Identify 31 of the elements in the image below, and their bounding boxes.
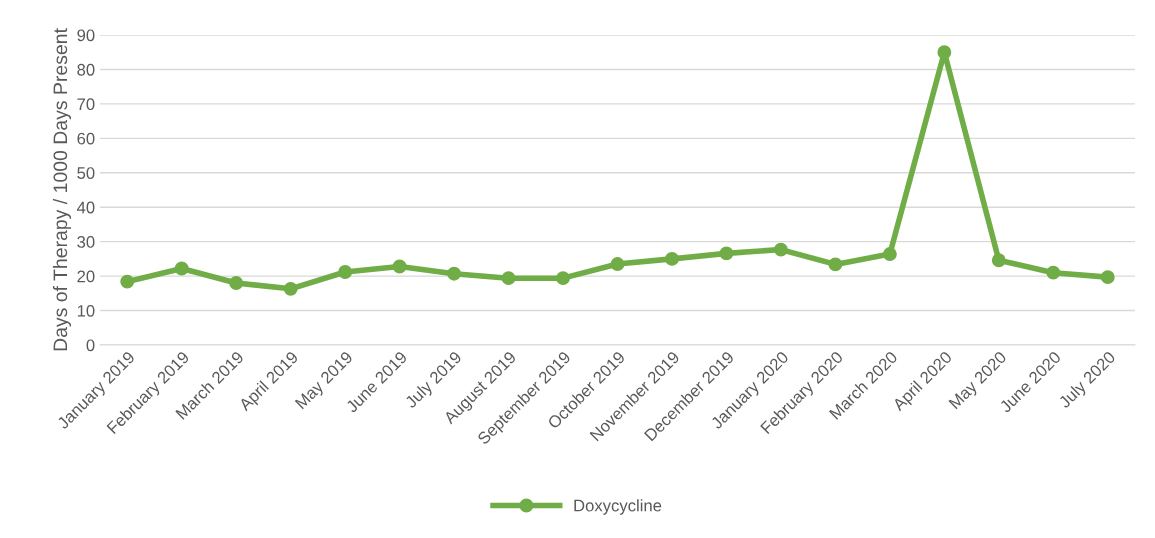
point (392, 259, 407, 274)
point (229, 276, 244, 290)
y-tick-label: 30 (77, 236, 95, 248)
y-axis-title: Days of Therapy / 1000 Days Present (52, 28, 72, 351)
point (501, 271, 516, 286)
point (991, 253, 1006, 268)
point (556, 271, 570, 286)
point (447, 266, 462, 281)
y-tick-label: 20 (77, 270, 95, 283)
y-tick-label: 90 (77, 29, 95, 42)
point (665, 251, 679, 266)
point (773, 242, 788, 257)
point (174, 261, 189, 276)
y-tick-label: 0 (86, 339, 95, 352)
y-tick-label: 60 (77, 132, 95, 145)
point (283, 281, 298, 296)
point (1100, 270, 1115, 285)
point (120, 274, 135, 289)
point (719, 246, 734, 261)
point (338, 265, 353, 279)
point (1046, 265, 1061, 280)
y-tick-label: 70 (77, 98, 95, 111)
point (937, 45, 952, 60)
y-tick-label: 10 (77, 304, 95, 317)
y-tick-label: 80 (77, 63, 95, 76)
legend-label: Doxycycline (574, 499, 662, 515)
point (882, 247, 897, 262)
point (828, 257, 843, 272)
y-tick-label: 40 (76, 201, 95, 214)
point (610, 257, 625, 272)
y-tick-label: 50 (77, 167, 95, 179)
